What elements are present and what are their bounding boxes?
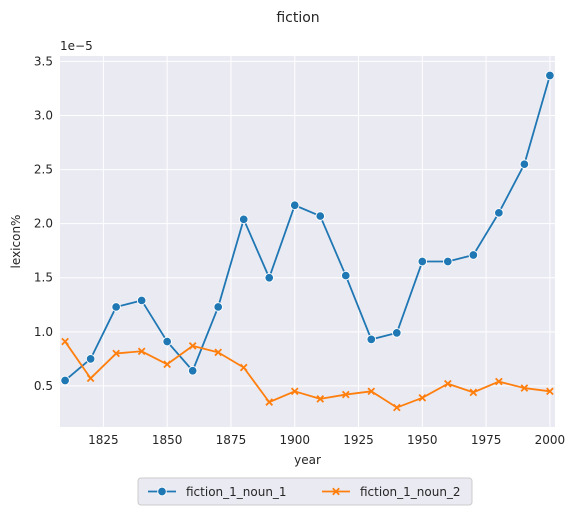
series-line — [64, 341, 551, 409]
data-point — [265, 398, 274, 406]
y-tick-label: 1.5 — [34, 271, 53, 285]
data-point — [418, 393, 427, 402]
data-point — [417, 256, 428, 267]
data-point — [289, 200, 300, 211]
y-tick-label: 1.0 — [34, 325, 53, 339]
y-tick-label: 3.0 — [34, 108, 53, 122]
x-tick-label: 1950 — [407, 433, 438, 447]
data-point — [545, 70, 555, 81]
legend-label: fiction_1_noun_1 — [186, 485, 287, 499]
x-tick-label: 1875 — [216, 433, 247, 447]
x-axis-label: year — [294, 453, 321, 467]
y-tick-label: 3.5 — [34, 54, 53, 68]
data-point — [341, 390, 350, 399]
data-point — [60, 375, 70, 386]
data-point — [520, 384, 529, 392]
legend-box — [137, 477, 473, 506]
legend-entry: fiction_1_noun_1 — [148, 485, 287, 499]
data-point — [238, 214, 249, 225]
data-point — [546, 387, 554, 396]
data-point — [495, 377, 503, 386]
data-point — [443, 379, 452, 388]
y-tick-labels: 0.5 1.0 1.5 2.0 2.5 3.0 3.5 — [34, 54, 53, 392]
data-point — [163, 360, 172, 369]
y-tick-label: 0.5 — [34, 379, 53, 393]
y-tick-label: 2.5 — [34, 163, 53, 177]
y-offset-label: 1e−5 — [60, 39, 93, 53]
x-tick-label: 1925 — [343, 433, 374, 447]
data-point — [392, 328, 402, 338]
data-point — [162, 336, 172, 347]
series-1 — [60, 70, 555, 386]
data-point — [111, 302, 121, 312]
data-point — [187, 366, 198, 376]
data-point — [519, 159, 530, 169]
legend-label: fiction_1_noun_2 — [360, 485, 461, 499]
data-point — [443, 256, 453, 267]
data-point — [188, 342, 197, 350]
data-point — [469, 388, 478, 397]
legend-marker — [332, 487, 340, 496]
series-layer — [60, 70, 555, 412]
x-tick-label: 1975 — [471, 433, 502, 447]
data-point — [214, 348, 223, 357]
data-point — [264, 272, 274, 283]
data-point — [213, 302, 223, 312]
series-2 — [61, 337, 554, 412]
x-tick-label: 1850 — [152, 433, 183, 447]
x-tick-label: 1825 — [88, 433, 119, 447]
data-point — [468, 250, 479, 260]
x-tick-label: 2000 — [535, 433, 566, 447]
data-point — [494, 208, 504, 218]
data-point — [239, 363, 248, 372]
plot-area — [60, 56, 555, 427]
data-point — [290, 387, 299, 396]
legend-marker — [157, 486, 167, 497]
y-tick-label: 2.0 — [34, 217, 53, 231]
data-point — [316, 395, 325, 403]
chart-title: fiction — [276, 10, 319, 26]
legend-entry: fiction_1_noun_2 — [322, 485, 461, 499]
y-axis-label: lexicon% — [9, 215, 23, 269]
data-point — [136, 295, 147, 306]
data-point — [112, 349, 120, 358]
legend: fiction_1_noun_1 fiction_1_noun_2 — [137, 477, 473, 506]
data-point — [367, 387, 376, 396]
grid — [60, 56, 555, 427]
data-point — [61, 337, 69, 346]
data-point — [315, 211, 326, 221]
x-tick-label: 1900 — [279, 433, 310, 447]
data-point — [341, 270, 351, 281]
data-point — [86, 374, 95, 383]
data-point — [85, 354, 96, 364]
data-point — [366, 334, 377, 345]
data-point — [137, 347, 146, 356]
data-point — [392, 403, 401, 412]
x-tick-labels: 1825 1850 1875 1900 1925 1950 1975 2000 — [88, 433, 565, 447]
